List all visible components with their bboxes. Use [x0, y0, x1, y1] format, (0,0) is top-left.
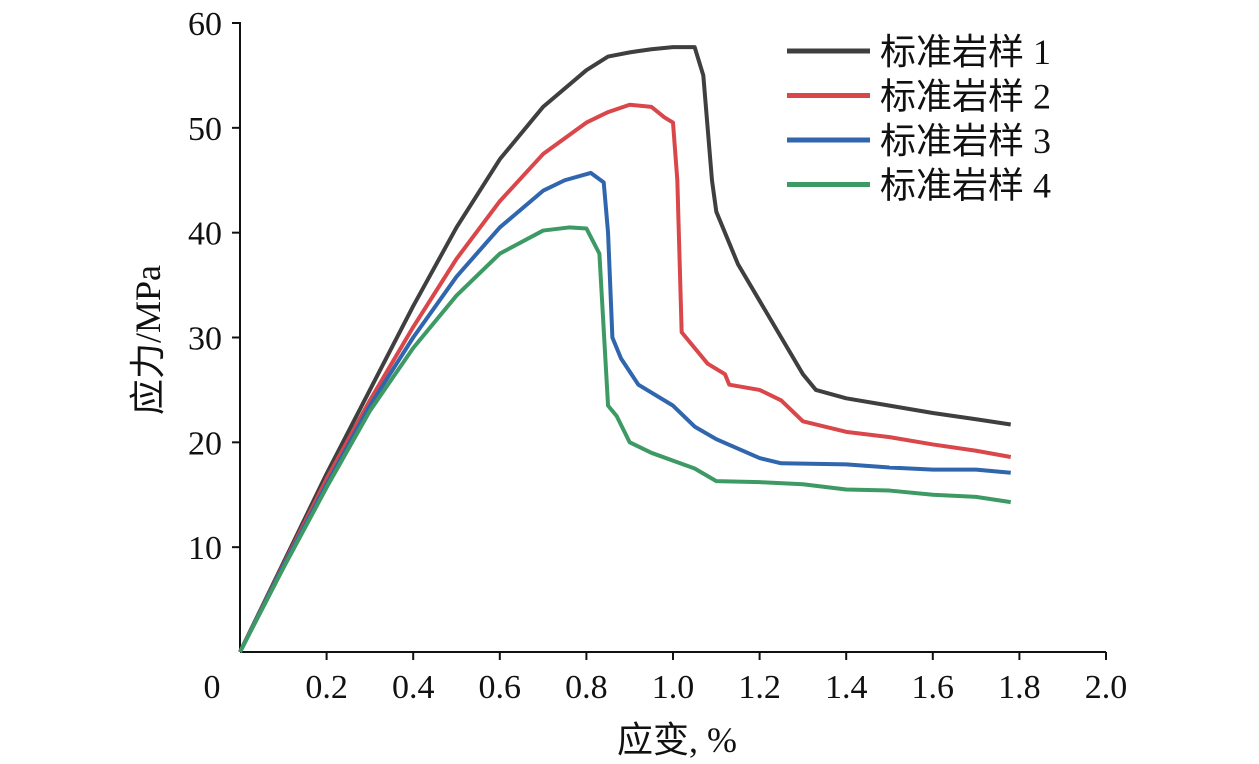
x-tick-label: 0.6 — [479, 669, 522, 706]
axes — [239, 22, 1106, 653]
legend-label-1: 标准岩样 1 — [880, 32, 1051, 72]
x-tick-label: 0.8 — [565, 669, 608, 706]
x-tick-label: 1.2 — [738, 669, 781, 706]
y-tick-label: 20 — [188, 425, 222, 462]
y-tick-label: 30 — [188, 321, 222, 358]
series-line-3 — [238, 170, 1011, 653]
x-tick-label: 1.8 — [998, 669, 1041, 706]
x-axis-label: 应变, % — [617, 720, 737, 760]
legend-label-3: 标准岩样 3 — [880, 121, 1051, 161]
x-tick-label: 1.4 — [825, 669, 868, 706]
y-tick-label: 50 — [188, 111, 222, 148]
series-line-4 — [238, 225, 1012, 653]
series-line-2 — [238, 102, 1012, 653]
legend-label-4: 标准岩样 4 — [880, 166, 1051, 206]
y-tick-label: 40 — [188, 216, 222, 253]
series-line-1 — [238, 45, 1012, 653]
x-tick-label: 1.0 — [652, 669, 695, 706]
legend-label-2: 标准岩样 2 — [880, 77, 1051, 117]
x-tick-label: 2.0 — [1085, 669, 1128, 706]
x-tick-label: 1.6 — [912, 669, 955, 706]
x-tick-label: 0.4 — [392, 669, 435, 706]
y-tick-label: 60 — [188, 6, 222, 43]
x-tick-label: 0.2 — [305, 669, 348, 706]
origin-label: 0 — [204, 669, 221, 706]
y-axis-label: 应力/MPa — [128, 265, 168, 415]
y-tick-label: 10 — [188, 530, 222, 567]
